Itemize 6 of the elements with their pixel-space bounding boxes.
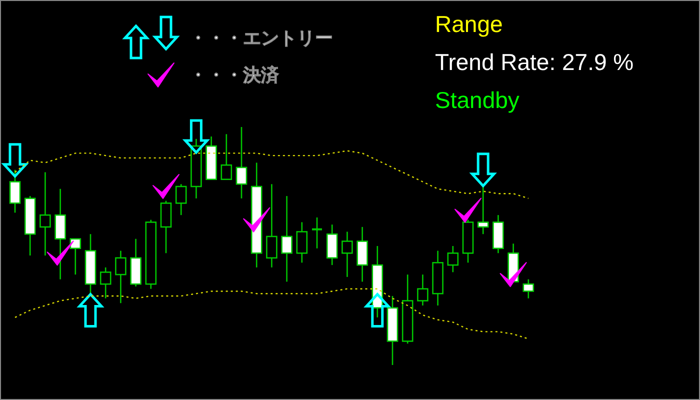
text: Standby — [435, 87, 520, 113]
legend-label: ・・・決済 — [189, 65, 280, 85]
legend-label: ・・・エントリー — [189, 28, 333, 48]
chart-title: Range — [435, 11, 503, 37]
legend: ・・・エントリー ・・・決済 — [122, 16, 333, 88]
chart-subtitle: Trend Rate: 27.9 % — [435, 49, 634, 75]
